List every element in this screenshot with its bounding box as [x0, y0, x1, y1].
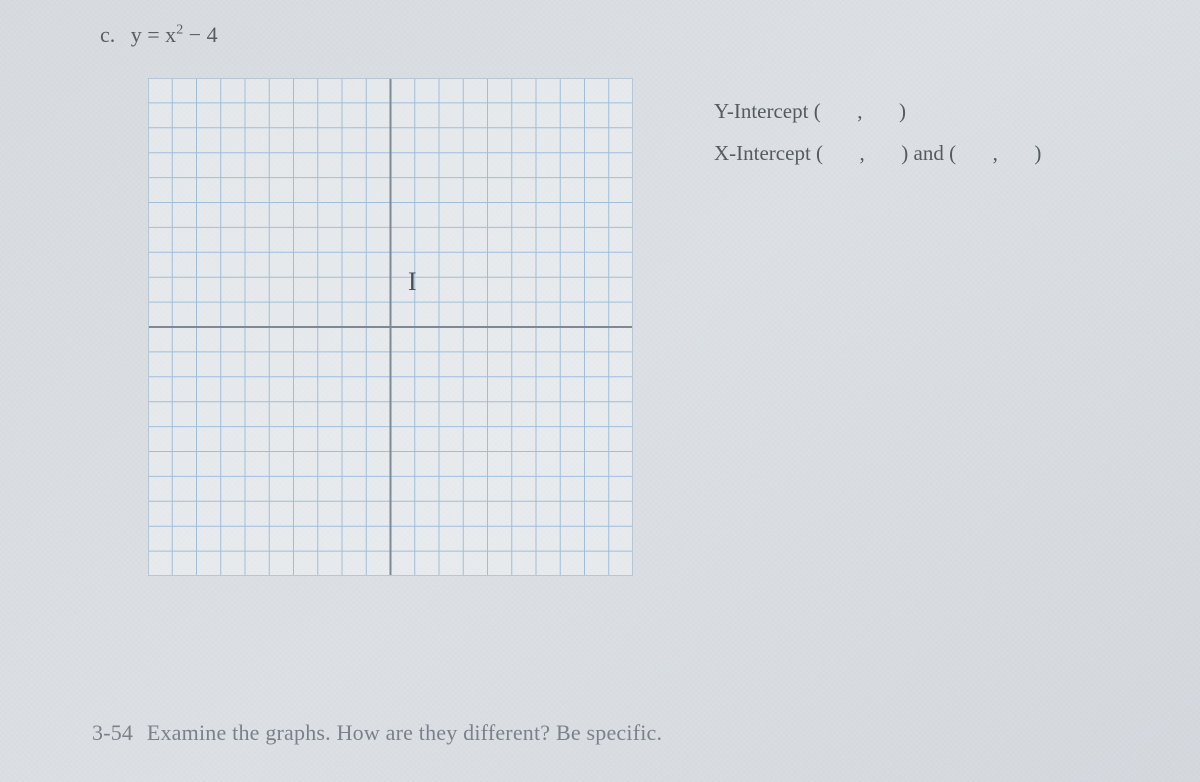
next-problem-prompt: 3-54 Examine the graphs. How are they di…	[92, 720, 662, 746]
graph-svg	[148, 78, 633, 576]
y-intercept-row: Y-Intercept ( , )	[714, 90, 1041, 132]
graph-grid	[148, 78, 633, 576]
x-intercept-sep2: ,	[993, 141, 998, 165]
y-intercept-close: )	[899, 99, 906, 123]
x-intercept-sep: ,	[860, 141, 865, 165]
next-problem-text: Examine the graphs. How are they differe…	[147, 720, 662, 745]
y-intercept-label: Y-Intercept (	[714, 99, 821, 123]
x-intercept-label: X-Intercept (	[714, 141, 823, 165]
intercepts-block: Y-Intercept ( , ) X-Intercept ( , ) and …	[714, 90, 1041, 174]
next-problem-number: 3-54	[92, 720, 133, 745]
x-intercept-close2: )	[1034, 141, 1041, 165]
problem-letter: c.	[100, 22, 115, 47]
x-intercept-close-and-open: ) and (	[901, 141, 956, 165]
problem-equation: y = x2 − 4	[131, 22, 218, 47]
x-intercept-row: X-Intercept ( , ) and ( , )	[714, 132, 1041, 174]
problem-label: c. y = x2 − 4	[100, 22, 218, 48]
y-intercept-sep: ,	[857, 99, 862, 123]
